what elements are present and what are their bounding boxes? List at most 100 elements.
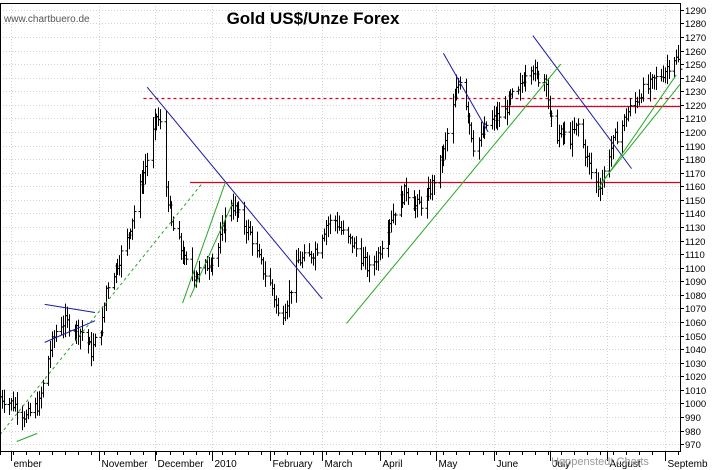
ohlc-bar <box>523 64 528 92</box>
ohlc-bar <box>210 253 215 276</box>
trendline <box>16 432 38 442</box>
y-tick-label: 1160 <box>685 182 705 193</box>
trendline <box>601 84 681 183</box>
x-tick-label: Septemb <box>668 459 708 470</box>
trendline <box>0 181 204 436</box>
x-tick-label: 2010 <box>215 459 238 470</box>
watermark: www.chartbuero.de <box>3 14 90 25</box>
y-tick-label: 1240 <box>685 74 706 85</box>
y-tick-label: 1190 <box>685 142 705 153</box>
ohlc-bar <box>589 152 594 180</box>
ohlc-bar <box>41 379 46 398</box>
y-axis: 970 980 990 1000 1010 1020 1030 1040 1050 1060 107… <box>680 6 706 451</box>
y-tick-label: 1140 <box>685 209 705 220</box>
ohlc-bar <box>406 187 411 205</box>
ohlc-bar <box>93 333 98 348</box>
x-tick-label: June <box>497 459 519 470</box>
x-tick-label: November <box>102 459 149 470</box>
trendline <box>146 86 323 300</box>
y-tick-label: 1100 <box>685 264 705 275</box>
ohlc-bar <box>380 240 385 259</box>
y-tick-label: 1000 <box>685 399 706 410</box>
ohlc-bar <box>367 255 372 283</box>
x-tick-label: March <box>325 459 353 470</box>
trendline <box>182 182 226 304</box>
ohlc-bar <box>236 201 241 218</box>
y-tick-label: 1050 <box>685 332 706 343</box>
chart-title: Gold US$/Unze Forex <box>227 9 400 28</box>
y-tick-label: 1070 <box>685 304 706 315</box>
ohlc-bar <box>106 282 111 299</box>
y-tick-label: 1210 <box>685 114 706 125</box>
ohlc-bar <box>471 130 476 157</box>
y-tick-label: 1280 <box>685 19 706 30</box>
ohlc-bar <box>341 220 346 235</box>
ohlc-bar <box>432 175 437 195</box>
x-tick-label: August <box>610 459 641 470</box>
y-tick-label: 1250 <box>685 60 706 71</box>
x-tick-label: February <box>273 459 313 470</box>
trendline <box>44 303 96 314</box>
y-tick-label: 1290 <box>685 6 706 17</box>
y-tick-label: 1080 <box>685 291 706 302</box>
y-tick-label: 980 <box>685 427 701 438</box>
y-tick-label: 1030 <box>685 359 706 370</box>
ohlc-bar <box>445 128 450 152</box>
x-tick-label: April <box>383 459 403 470</box>
ohlc-bar <box>250 226 255 256</box>
ohlc-bar <box>302 244 307 262</box>
x-axis: ember November December 2010 February March Ap… <box>0 451 708 470</box>
y-tick-label: 1260 <box>685 47 706 58</box>
ohlc-bar <box>119 245 124 278</box>
ohlc-bar <box>419 196 424 216</box>
y-tick-label: 1010 <box>685 386 706 397</box>
ohlc-bar <box>28 402 33 417</box>
trendline <box>442 52 489 133</box>
ohlc-bar <box>510 88 515 99</box>
y-tick-label: 1200 <box>685 128 706 139</box>
y-tick-label: 1110 <box>685 250 705 261</box>
y-tick-label: 970 <box>685 440 701 451</box>
x-tick-label: ember <box>14 459 43 470</box>
ohlc-bar <box>562 121 567 145</box>
y-tick-label: 1270 <box>685 33 706 44</box>
ohlc-bar <box>315 243 320 256</box>
ohlc-bar <box>615 121 620 145</box>
ohlc-bar <box>354 236 359 257</box>
trendline <box>189 202 234 298</box>
trendline <box>532 35 632 169</box>
y-tick-label: 1220 <box>685 101 706 112</box>
ohlc-bar <box>15 392 20 425</box>
ohlc-bar <box>641 77 646 102</box>
y-tick-label: 1230 <box>685 87 706 98</box>
ohlc-bar <box>497 102 502 127</box>
x-tick-label: July <box>553 459 571 470</box>
ohlc-bar <box>276 297 281 317</box>
ohlc-bar <box>549 110 554 128</box>
y-tick-label: 1150 <box>685 196 705 207</box>
y-tick-label: 990 <box>685 413 701 424</box>
ohlc-bar <box>158 109 163 130</box>
ohlc-bar <box>2 389 7 413</box>
y-tick-label: 1060 <box>685 318 706 329</box>
x-tick-label: December <box>158 459 205 470</box>
y-tick-label: 1130 <box>685 223 705 234</box>
ohlc-bar <box>667 60 672 80</box>
chart-credit: Hoppenstedt Charts <box>551 456 649 468</box>
price-bars <box>0 44 683 431</box>
ohlc-bar <box>197 260 202 283</box>
y-tick-label: 1120 <box>685 237 705 248</box>
ohlc-bar <box>145 152 150 177</box>
ohlc-bar <box>628 98 633 117</box>
trendlines <box>0 35 681 442</box>
y-tick-label: 1170 <box>685 169 705 180</box>
ohlc-bar <box>80 320 85 341</box>
ohlc-bar <box>536 70 541 87</box>
ohlc-bar <box>484 121 489 129</box>
trendline <box>346 63 562 324</box>
ohlc-bar <box>184 251 189 265</box>
y-tick-label: 1090 <box>685 277 706 288</box>
y-tick-label: 1180 <box>685 155 705 166</box>
